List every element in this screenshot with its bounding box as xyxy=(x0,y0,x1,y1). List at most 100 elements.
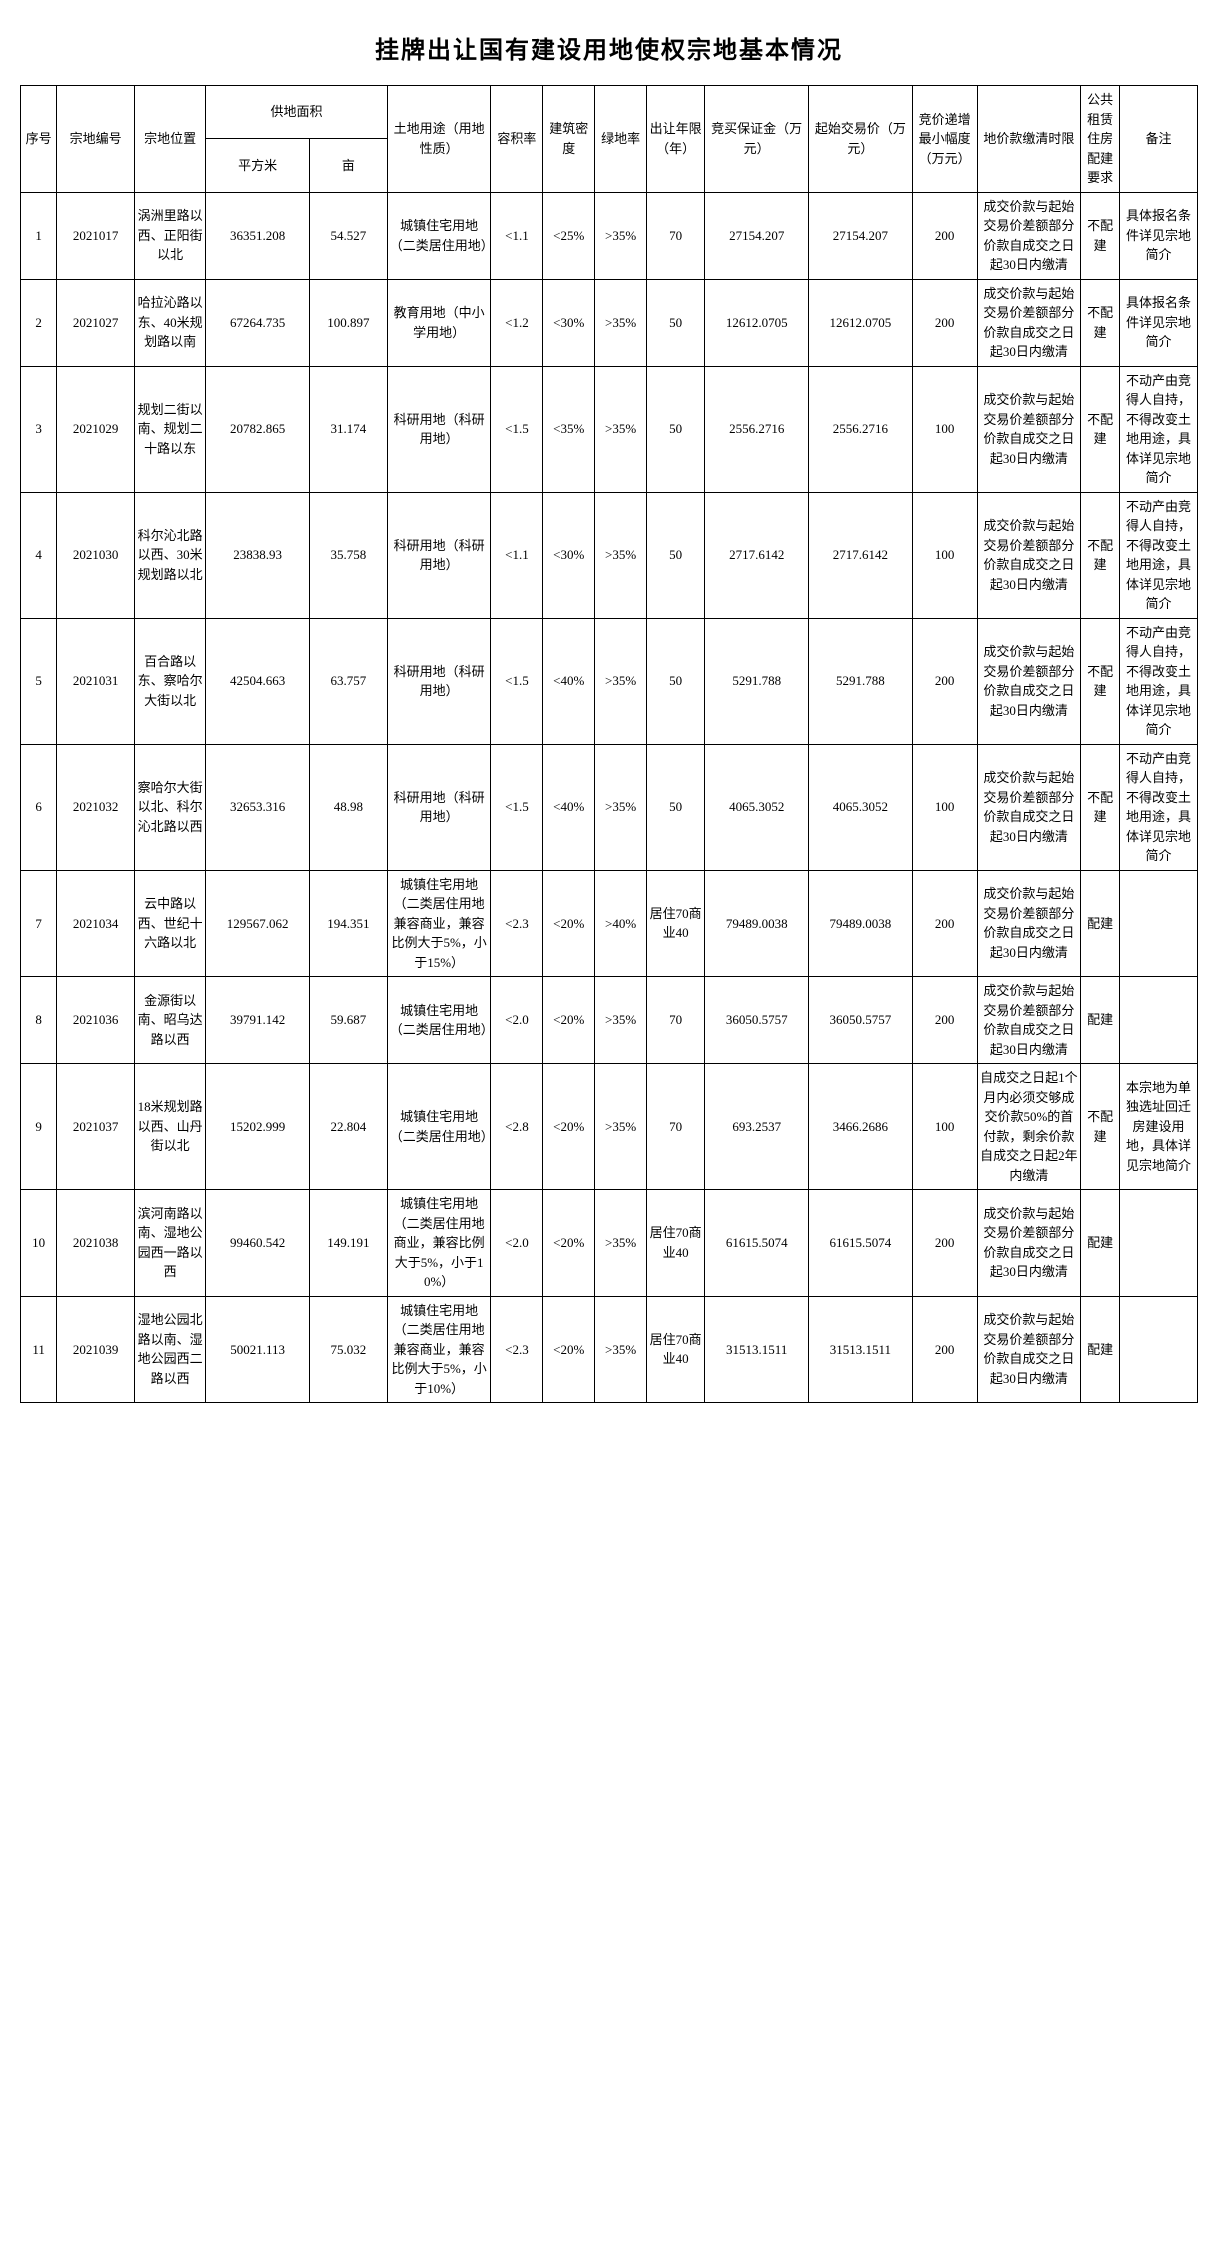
cell-payment: 成交价款与起始交易价差额部分价款自成交之日起30日内缴清 xyxy=(977,366,1081,492)
th-remark: 备注 xyxy=(1120,86,1198,193)
cell-seq: 5 xyxy=(21,618,57,744)
th-term: 出让年限（年） xyxy=(647,86,705,193)
cell-remark xyxy=(1120,977,1198,1064)
cell-public_housing: 配建 xyxy=(1081,977,1120,1064)
cell-land_use: 教育用地（中小学用地） xyxy=(387,279,491,366)
cell-density: <20% xyxy=(543,1064,595,1190)
cell-land_use: 科研用地（科研用地） xyxy=(387,744,491,870)
cell-location: 百合路以东、察哈尔大街以北 xyxy=(135,618,206,744)
cell-area_sqm: 23838.93 xyxy=(206,492,310,618)
cell-deposit: 36050.5757 xyxy=(705,977,809,1064)
cell-deposit: 61615.5074 xyxy=(705,1190,809,1297)
th-seq: 序号 xyxy=(21,86,57,193)
th-area-sqm: 平方米 xyxy=(206,139,310,192)
cell-seq: 2 xyxy=(21,279,57,366)
cell-start_price: 2556.2716 xyxy=(809,366,913,492)
page-container: 挂牌出让国有建设用地使权宗地基本情况 序号 宗地编号 宗地位置 供地面积 土地用… xyxy=(20,30,1198,1403)
cell-parcel_id: 2021031 xyxy=(57,618,135,744)
cell-green: >35% xyxy=(595,1296,647,1403)
cell-parcel_id: 2021039 xyxy=(57,1296,135,1403)
cell-remark xyxy=(1120,1190,1198,1297)
cell-payment: 成交价款与起始交易价差额部分价款自成交之日起30日内缴清 xyxy=(977,279,1081,366)
cell-location: 哈拉沁路以东、40米规划路以南 xyxy=(135,279,206,366)
cell-far: <2.3 xyxy=(491,870,543,977)
cell-bid_step: 200 xyxy=(912,977,977,1064)
cell-start_price: 27154.207 xyxy=(809,192,913,279)
table-row: 102021038滨河南路以南、湿地公园西一路以西99460.542149.19… xyxy=(21,1190,1198,1297)
cell-land_use: 城镇住宅用地（二类居住用地） xyxy=(387,977,491,1064)
th-parcel-id: 宗地编号 xyxy=(57,86,135,193)
cell-bid_step: 100 xyxy=(912,366,977,492)
table-row: 52021031百合路以东、察哈尔大街以北42504.66363.757科研用地… xyxy=(21,618,1198,744)
cell-location: 科尔沁北路以西、30米规划路以北 xyxy=(135,492,206,618)
cell-parcel_id: 2021030 xyxy=(57,492,135,618)
cell-start_price: 2717.6142 xyxy=(809,492,913,618)
cell-area_mu: 35.758 xyxy=(310,492,388,618)
table-row: 62021032察哈尔大街以北、科尔沁北路以西32653.31648.98科研用… xyxy=(21,744,1198,870)
cell-bid_step: 200 xyxy=(912,279,977,366)
cell-density: <35% xyxy=(543,366,595,492)
cell-seq: 7 xyxy=(21,870,57,977)
cell-green: >35% xyxy=(595,1190,647,1297)
cell-public_housing: 不配建 xyxy=(1081,192,1120,279)
cell-remark: 不动产由竞得人自持，不得改变土地用途，具体详见宗地简介 xyxy=(1120,618,1198,744)
cell-bid_step: 200 xyxy=(912,618,977,744)
cell-location: 涡洲里路以西、正阳街以北 xyxy=(135,192,206,279)
cell-far: <1.1 xyxy=(491,192,543,279)
table-row: 32021029规划二街以南、规划二十路以东20782.86531.174科研用… xyxy=(21,366,1198,492)
cell-bid_step: 200 xyxy=(912,192,977,279)
cell-bid_step: 100 xyxy=(912,492,977,618)
cell-far: <1.5 xyxy=(491,366,543,492)
th-location: 宗地位置 xyxy=(135,86,206,193)
cell-land_use: 科研用地（科研用地） xyxy=(387,492,491,618)
cell-area_mu: 100.897 xyxy=(310,279,388,366)
cell-deposit: 31513.1511 xyxy=(705,1296,809,1403)
cell-term: 50 xyxy=(647,492,705,618)
cell-parcel_id: 2021027 xyxy=(57,279,135,366)
cell-remark xyxy=(1120,870,1198,977)
th-green: 绿地率 xyxy=(595,86,647,193)
cell-public_housing: 不配建 xyxy=(1081,1064,1120,1190)
cell-term: 70 xyxy=(647,1064,705,1190)
cell-area_mu: 59.687 xyxy=(310,977,388,1064)
cell-far: <2.0 xyxy=(491,977,543,1064)
cell-location: 18米规划路以西、山丹街以北 xyxy=(135,1064,206,1190)
cell-parcel_id: 2021037 xyxy=(57,1064,135,1190)
cell-remark: 不动产由竞得人自持，不得改变土地用途，具体详见宗地简介 xyxy=(1120,744,1198,870)
table-row: 82021036金源街以南、昭乌达路以西39791.14259.687城镇住宅用… xyxy=(21,977,1198,1064)
cell-area_mu: 22.804 xyxy=(310,1064,388,1190)
cell-start_price: 3466.2686 xyxy=(809,1064,913,1190)
cell-land_use: 城镇住宅用地（二类居住用地） xyxy=(387,1064,491,1190)
cell-density: <40% xyxy=(543,744,595,870)
cell-term: 70 xyxy=(647,192,705,279)
cell-far: <2.8 xyxy=(491,1064,543,1190)
cell-seq: 8 xyxy=(21,977,57,1064)
cell-density: <30% xyxy=(543,279,595,366)
cell-land_use: 城镇住宅用地（二类居住用地兼容商业，兼容比例大于5%，小于10%） xyxy=(387,1296,491,1403)
cell-start_price: 31513.1511 xyxy=(809,1296,913,1403)
cell-area_mu: 75.032 xyxy=(310,1296,388,1403)
cell-land_use: 城镇住宅用地（二类居住用地） xyxy=(387,192,491,279)
cell-public_housing: 不配建 xyxy=(1081,618,1120,744)
cell-far: <1.5 xyxy=(491,618,543,744)
cell-area_mu: 31.174 xyxy=(310,366,388,492)
cell-deposit: 27154.207 xyxy=(705,192,809,279)
cell-seq: 6 xyxy=(21,744,57,870)
cell-remark: 本宗地为单独选址回迁房建设用地，具体详见宗地简介 xyxy=(1120,1064,1198,1190)
cell-location: 察哈尔大街以北、科尔沁北路以西 xyxy=(135,744,206,870)
cell-green: >35% xyxy=(595,744,647,870)
cell-deposit: 4065.3052 xyxy=(705,744,809,870)
cell-area_mu: 63.757 xyxy=(310,618,388,744)
table-row: 12021017涡洲里路以西、正阳街以北36351.20854.527城镇住宅用… xyxy=(21,192,1198,279)
cell-green: >35% xyxy=(595,192,647,279)
cell-green: >35% xyxy=(595,366,647,492)
cell-far: <2.3 xyxy=(491,1296,543,1403)
th-land-use: 土地用途（用地性质） xyxy=(387,86,491,193)
cell-area_sqm: 15202.999 xyxy=(206,1064,310,1190)
cell-public_housing: 不配建 xyxy=(1081,492,1120,618)
cell-far: <1.1 xyxy=(491,492,543,618)
cell-land_use: 科研用地（科研用地） xyxy=(387,366,491,492)
cell-far: <2.0 xyxy=(491,1190,543,1297)
cell-term: 50 xyxy=(647,366,705,492)
cell-green: >35% xyxy=(595,279,647,366)
